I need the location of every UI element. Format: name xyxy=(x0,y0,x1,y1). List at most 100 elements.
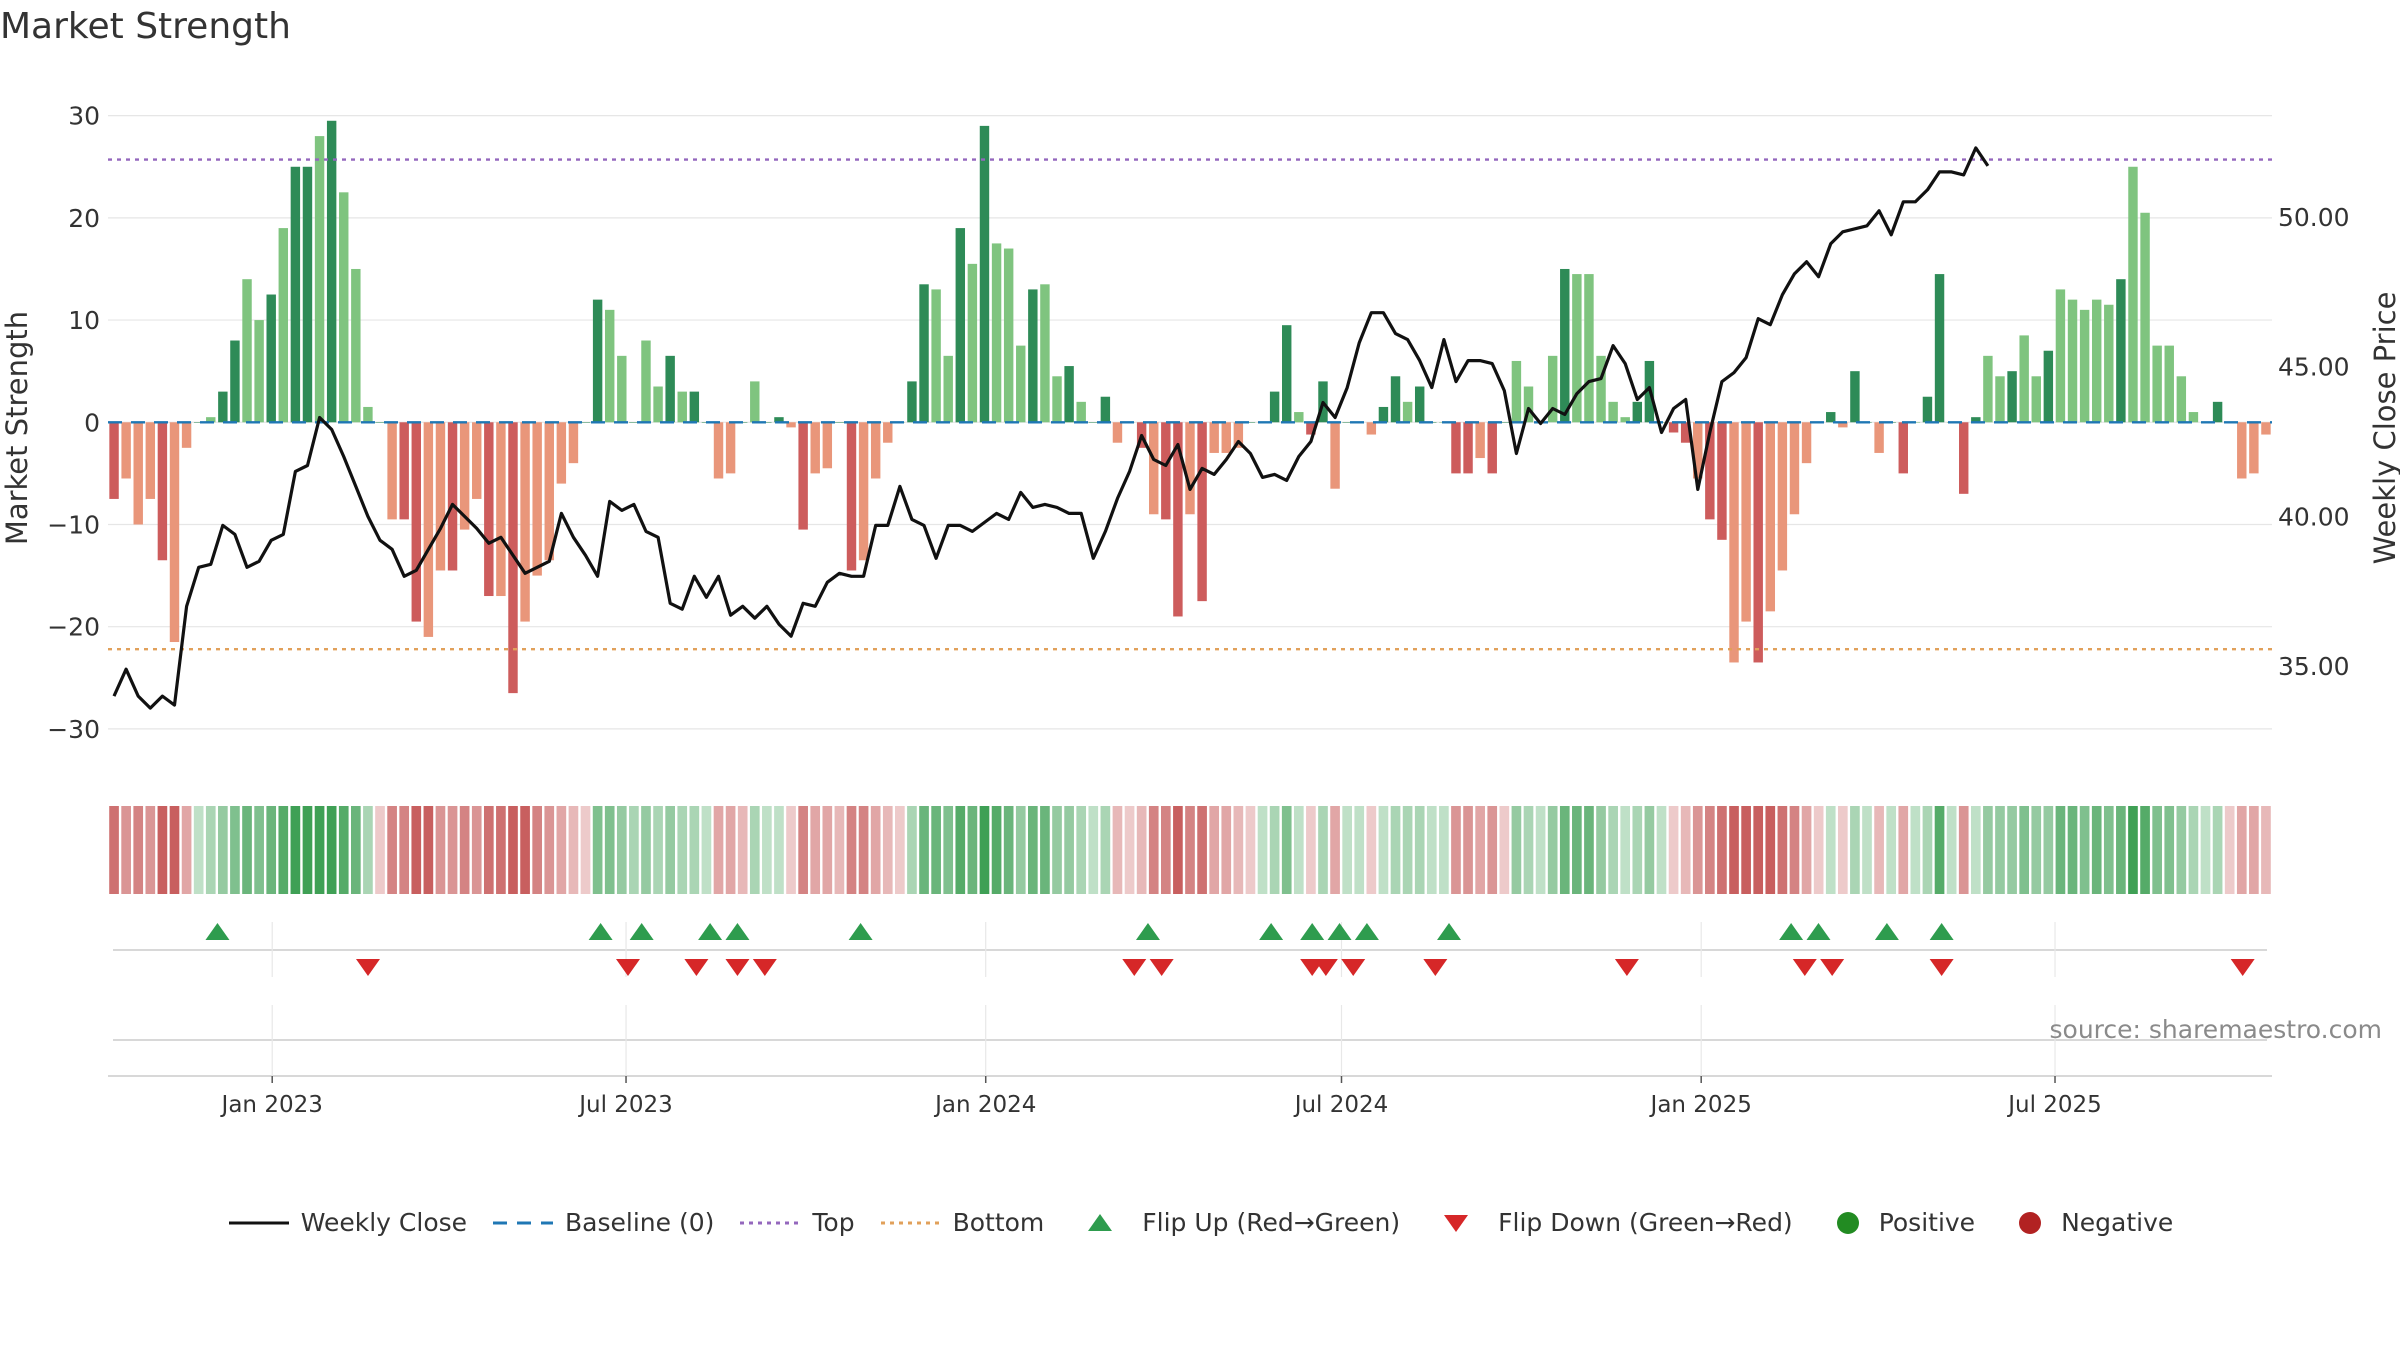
strip-cell xyxy=(2079,806,2090,894)
strip-cell xyxy=(1124,806,1135,894)
y-tick-label: 0 xyxy=(84,408,100,437)
y-right-tick-label: 40.00 xyxy=(2278,502,2350,531)
legend-item: Positive xyxy=(1817,1208,1975,1237)
flip-up-marker xyxy=(1354,923,1379,940)
strength-bar xyxy=(242,279,252,423)
strip-cell xyxy=(1052,806,1062,894)
strength-bar xyxy=(387,422,397,520)
y-axis-right: 50.00 45.00 40.00 35.00 xyxy=(2278,203,2350,681)
strip-cell xyxy=(1499,806,1510,894)
strength-bar xyxy=(1777,422,1788,571)
strength-bar xyxy=(314,136,325,423)
strip-cell xyxy=(641,806,651,894)
strength-bar xyxy=(1330,422,1340,489)
strength-bar xyxy=(1378,406,1389,423)
strip-cell xyxy=(387,806,397,894)
flip-up-marker xyxy=(1327,923,1352,940)
strength-bar xyxy=(157,422,168,561)
strip-cell xyxy=(193,806,204,894)
legend-item: Negative xyxy=(1999,1208,2173,1237)
y-tick-label: −10 xyxy=(47,510,100,539)
strength-bar xyxy=(181,422,192,448)
y-tick-label: −30 xyxy=(47,715,100,744)
strip-cell xyxy=(2249,806,2259,894)
legend-label: Flip Up (Red→Green) xyxy=(1142,1208,1401,1237)
strip-cell xyxy=(1584,806,1594,894)
strength-bar xyxy=(2261,422,2271,435)
strip-cell xyxy=(1825,806,1836,894)
strength-bar xyxy=(834,422,845,423)
strip-cell xyxy=(1958,806,1969,894)
y-tick-label: 30 xyxy=(68,102,100,131)
strip-cell xyxy=(1136,806,1147,894)
strip-cell xyxy=(218,806,228,894)
flip-down-marker xyxy=(615,959,640,976)
strip-cell xyxy=(1100,806,1111,894)
strip-cell xyxy=(895,806,905,894)
strip-cell xyxy=(677,806,688,894)
y-tick-label: 10 xyxy=(68,306,100,335)
strip-cell xyxy=(592,806,603,894)
flip-down-marker xyxy=(1929,959,1954,976)
strength-bar xyxy=(592,299,603,423)
flip-up-marker xyxy=(1135,923,1160,940)
strength-bar xyxy=(580,422,591,423)
strip-cell xyxy=(1330,806,1340,894)
strength-bar xyxy=(2212,401,2223,423)
strength-bar xyxy=(1729,422,1739,663)
strip-cell xyxy=(1741,806,1751,894)
strip-cell xyxy=(1306,806,1316,894)
x-tick-label: Jul 2023 xyxy=(577,1092,673,1118)
strip-cell xyxy=(1777,806,1788,894)
flip-down-marker xyxy=(1341,959,1366,976)
strength-bar xyxy=(604,309,615,423)
strip-cell xyxy=(157,806,168,894)
strength-bar xyxy=(1874,422,1884,453)
chart-title: Market Strength xyxy=(0,6,291,47)
strength-bar xyxy=(2079,309,2090,423)
strip-cell xyxy=(2152,806,2162,894)
strength-bar xyxy=(1221,422,1231,453)
strip-cell xyxy=(1970,806,1981,894)
strength-bar xyxy=(1801,422,1812,464)
strength-bar xyxy=(435,422,446,571)
strength-bar xyxy=(677,391,687,423)
flip-up-marker xyxy=(629,923,654,940)
strength-bar xyxy=(1028,289,1038,423)
strip-cell xyxy=(1487,806,1498,894)
strength-bar xyxy=(568,422,579,464)
strength-bar xyxy=(411,422,421,622)
strip-cell xyxy=(1293,806,1304,894)
strength-bar xyxy=(1765,422,1776,612)
strip-cell xyxy=(882,806,893,894)
flip-down-marker xyxy=(1149,959,1174,976)
strip-cell xyxy=(1644,806,1655,894)
market-strength-chart: 30 20 10 0 −10 −20 −30 50.00 45.00 40.00 35.00 Ja… xyxy=(0,102,2400,1118)
strength-bar xyxy=(544,422,554,561)
strip-cell xyxy=(1523,806,1534,894)
strength-bar xyxy=(1511,360,1522,423)
strip-cell xyxy=(1233,806,1244,894)
strength-bar xyxy=(2128,166,2138,423)
strip-cell xyxy=(2043,806,2054,894)
strength-bar xyxy=(967,263,978,423)
strip-cell xyxy=(1862,806,1872,894)
strip-cell xyxy=(979,806,990,894)
strip-cell xyxy=(1426,806,1437,894)
strip-cell xyxy=(1995,806,2005,894)
strength-bar xyxy=(1572,274,1582,423)
strength-bar xyxy=(1100,396,1111,423)
strip-cell xyxy=(1620,806,1631,894)
strip-cell xyxy=(943,806,954,894)
strip-cell xyxy=(302,806,313,894)
legend: Weekly Close Baseline (0) Top Bottom Flip Up… xyxy=(0,1208,2400,1237)
strength-bar xyxy=(1475,422,1485,459)
strength-bar xyxy=(1064,366,1074,423)
strength-bar xyxy=(762,422,772,423)
strip-cell xyxy=(810,806,821,894)
strip-cell xyxy=(2140,806,2150,894)
strength-bar xyxy=(979,125,990,423)
strength-bar xyxy=(617,355,627,423)
legend-label: Flip Down (Green→Red) xyxy=(1498,1208,1793,1237)
strip-cell xyxy=(1318,806,1328,894)
